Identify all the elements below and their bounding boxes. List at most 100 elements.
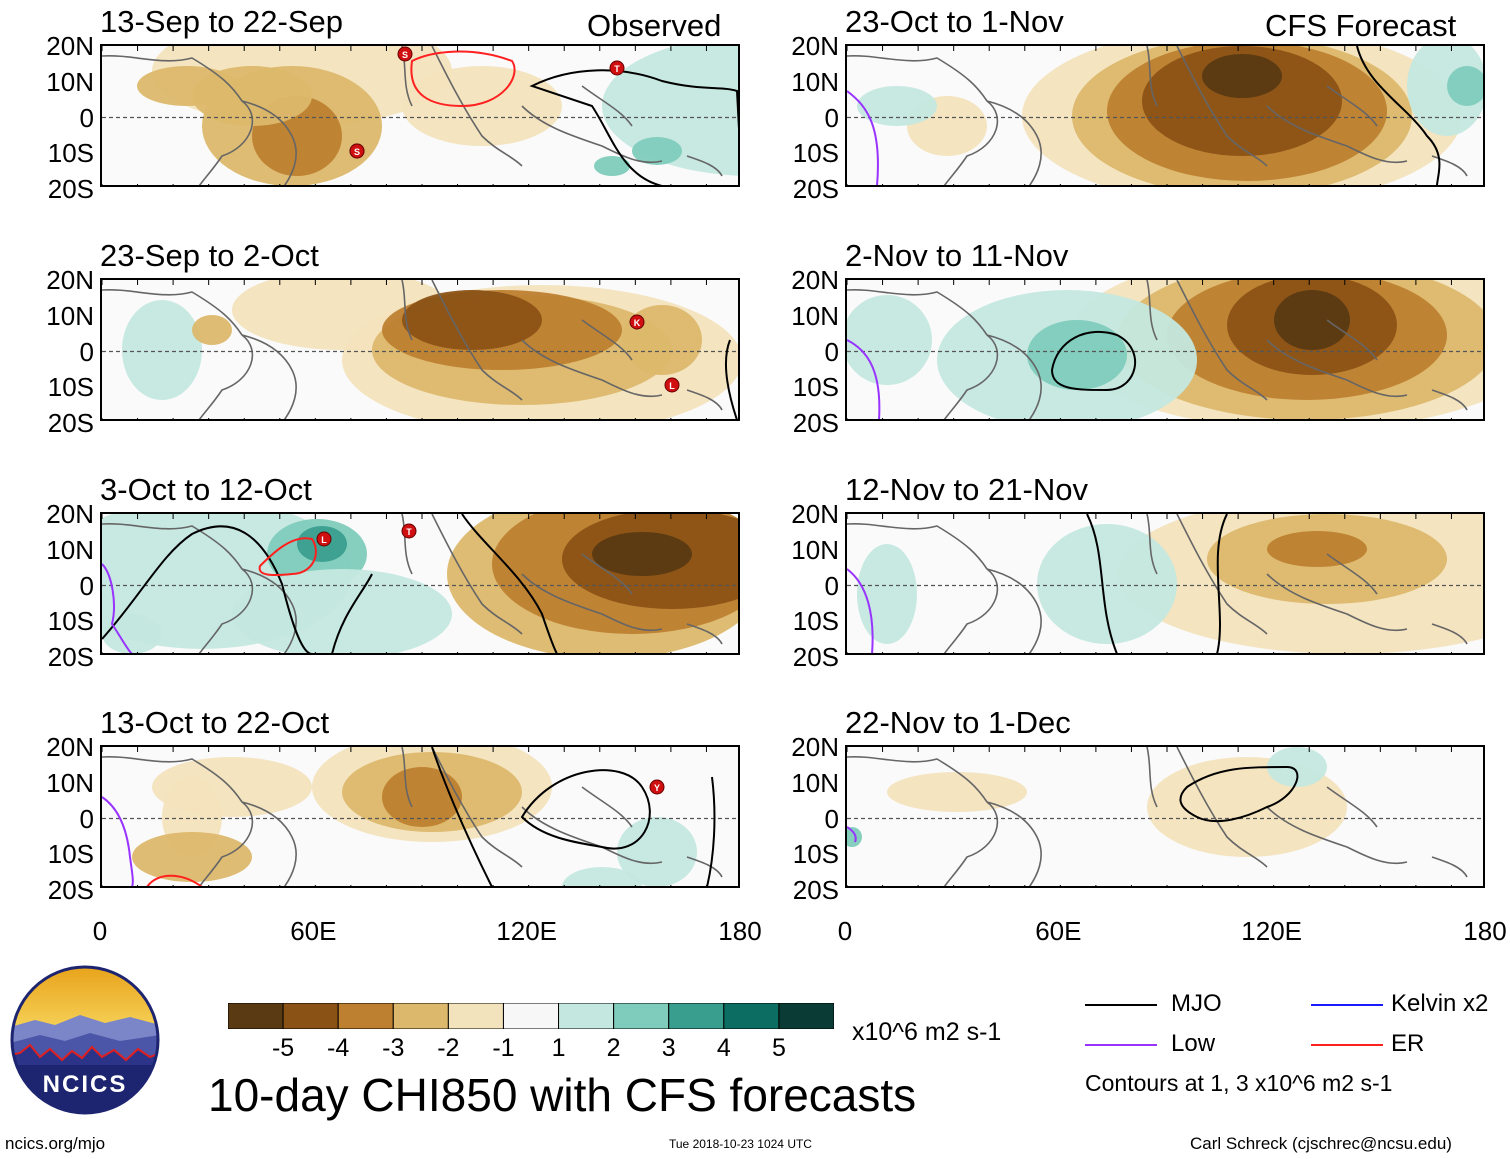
latitude-label: 10S	[47, 138, 94, 169]
low-contour	[847, 339, 881, 419]
panel-title: 2-Nov to 11-Nov	[845, 238, 1069, 273]
map-field	[847, 514, 1483, 653]
anomaly-shading	[562, 867, 642, 886]
map-panel	[845, 512, 1485, 655]
anomaly-shading	[1202, 54, 1282, 98]
latitude-label: 20S	[47, 642, 94, 672]
legend-low-label: Low	[1171, 1030, 1216, 1057]
latitude-label: 0	[824, 102, 839, 133]
latitude-label: 10S	[792, 138, 839, 169]
mjo-contour	[1179, 765, 1299, 823]
colorbar-swatch	[558, 1002, 615, 1030]
longitude-label: 180	[718, 916, 762, 946]
latitude-label: 0	[824, 570, 839, 601]
storm-letter: Y	[654, 783, 660, 793]
axis-ticks	[847, 280, 1452, 419]
anomaly-shading	[592, 532, 692, 576]
logo-text: NCICS	[42, 1071, 128, 1098]
tropical-cyclone-icon: K	[629, 314, 645, 330]
low-contour	[847, 826, 857, 843]
anomaly-shading	[887, 772, 1027, 812]
colorbar-swatch	[227, 1002, 284, 1030]
map-field: KL	[102, 280, 738, 419]
latitude-label: 0	[824, 803, 839, 834]
map-panel	[845, 44, 1485, 187]
footer-author: Carl Schreck (cjschrec@ncsu.edu)	[1190, 1134, 1452, 1153]
storm-letter: T	[614, 64, 620, 74]
contours-note: Contours at 1, 3 x10^6 m2 s-1	[1085, 1070, 1393, 1096]
er-contour	[146, 874, 203, 886]
latitude-label: 0	[824, 336, 839, 367]
anomaly-shading	[1142, 46, 1342, 156]
map-field	[847, 747, 1483, 886]
panel-title: 13-Oct to 22-Oct	[100, 705, 330, 740]
storm-letter: K	[634, 318, 641, 328]
map-panel	[845, 745, 1485, 888]
latitude-label: 20N	[46, 499, 94, 529]
tropical-cyclone-icon: T	[609, 60, 625, 76]
colorbar-tick-label: 3	[661, 1034, 676, 1062]
latitude-label: 10N	[46, 534, 94, 565]
longitude-label: 60E	[1035, 916, 1082, 946]
colorbar-swatch	[613, 1002, 670, 1030]
colorbar-swatch	[447, 1002, 504, 1030]
axis-ticks	[102, 747, 707, 886]
map-field	[847, 46, 1483, 185]
coastline	[847, 747, 1468, 886]
latitude-label: 20S	[792, 174, 839, 204]
tropical-cyclone-icon: S	[397, 46, 413, 62]
coastline	[102, 280, 723, 419]
anomaly-shading	[137, 66, 237, 106]
forecast-header: CFS Forecast	[1265, 8, 1457, 43]
coastline	[102, 46, 723, 185]
colorbar-swatch	[668, 1002, 725, 1030]
axis-ticks	[102, 514, 707, 653]
colorbar-tick-label: -1	[492, 1034, 515, 1062]
storm-letter: T	[406, 527, 412, 537]
tropical-cyclone-icon: Y	[649, 779, 665, 795]
legend-kelvin-label: Kelvin x2	[1391, 990, 1489, 1017]
latitude-label: 20S	[792, 875, 839, 905]
anomaly-shading	[1037, 524, 1177, 644]
latitude-label: 10S	[792, 372, 839, 403]
anomaly-shading	[402, 290, 542, 350]
panel-title: 3-Oct to 12-Oct	[100, 472, 312, 507]
map-field	[847, 280, 1483, 419]
latitude-label: 0	[79, 803, 94, 834]
latitude-label: 10N	[791, 300, 839, 331]
latitude-label: 10S	[47, 606, 94, 637]
colorbar-tick-label: 1	[551, 1034, 566, 1062]
anomaly-shading	[132, 832, 252, 882]
latitude-label: 0	[79, 336, 94, 367]
footer-url[interactable]: ncics.org/mjo	[5, 1134, 106, 1153]
anomaly-shading	[1274, 290, 1350, 350]
anomaly-shading	[847, 827, 862, 847]
mjo-contour	[1086, 514, 1228, 653]
map-field: LT	[102, 514, 738, 653]
latitude-label: 10N	[46, 300, 94, 331]
latitude-label: 10N	[46, 767, 94, 798]
panel-title: 23-Oct to 1-Nov	[845, 4, 1064, 39]
longitude-label: 180	[1463, 916, 1507, 946]
low-contour	[847, 568, 874, 653]
mjo-contour	[1356, 46, 1441, 185]
longitude-label: 0	[837, 916, 853, 946]
axis-ticks	[102, 280, 707, 419]
latitude-label: 20N	[791, 499, 839, 529]
footer-timestamp: Tue 2018-10-23 1024 UTC	[669, 1137, 812, 1151]
storm-letter: L	[321, 535, 327, 545]
colorbar-swatch	[502, 1002, 560, 1030]
map-panel	[845, 278, 1485, 421]
tropical-cyclone-icon: L	[664, 377, 680, 393]
coastline	[847, 280, 1468, 419]
tropical-cyclone-icon: L	[316, 531, 332, 547]
latitude-label: 10N	[791, 66, 839, 97]
latitude-label: 20N	[791, 732, 839, 762]
colorbar-tick-label: 5	[771, 1034, 786, 1062]
axis-ticks	[847, 514, 1452, 653]
colorbar-swatches	[227, 1002, 835, 1030]
anomaly-shading	[602, 46, 738, 176]
latitude-label: 0	[79, 570, 94, 601]
latitude-label: 10N	[791, 534, 839, 565]
colorbar-tick-label: -2	[437, 1034, 460, 1062]
